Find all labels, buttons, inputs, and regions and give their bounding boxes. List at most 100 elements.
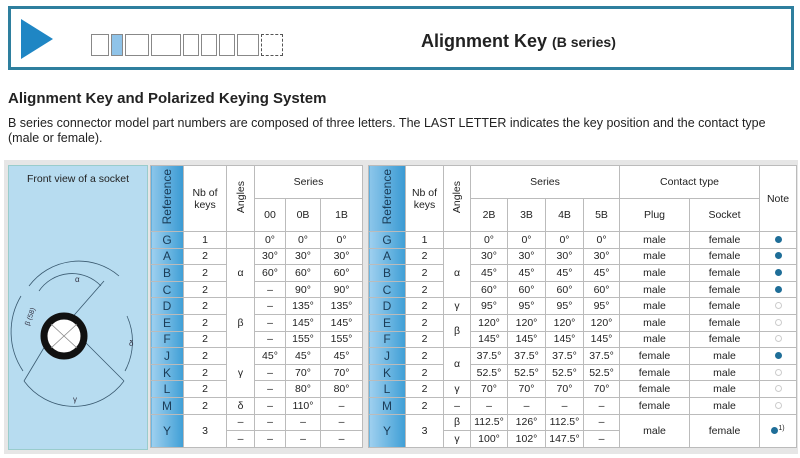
reference-cell: M (150, 396, 184, 415)
reference-cell: D (150, 297, 184, 315)
angle-value-cell: 30° (582, 247, 621, 266)
reference-cell: M (368, 396, 406, 415)
angle-value-cell: 60° (582, 280, 621, 299)
reference-cell: D (368, 297, 406, 315)
angle-value-cell: 60° (507, 280, 546, 299)
table-row: M 2 δ –110° – (150, 396, 364, 415)
angle-value-cell: 112.5° (470, 413, 508, 432)
angle-cell: α (443, 347, 471, 382)
plug-cell: female (619, 380, 691, 398)
angle-value-cell: 60° (545, 280, 584, 299)
angle-value-cell: – (254, 297, 286, 315)
plug-cell: female (619, 363, 691, 382)
angle-cell: γ (443, 380, 471, 398)
angle-value-cell: 37.5° (470, 347, 508, 365)
angle-value-cell: – (285, 413, 321, 432)
filled-dot-icon (774, 252, 782, 260)
angle-value-cell: 70° (582, 380, 621, 398)
section-description: B series connector model part numbers ar… (8, 116, 766, 145)
filled-dot-icon (771, 426, 779, 434)
reference-cell: E (150, 313, 184, 332)
note-cell (759, 347, 798, 365)
reference-cell: K (368, 363, 406, 382)
angle-value-cell: 145° (507, 330, 546, 349)
empty-dot-icon (774, 318, 782, 326)
empty-dot-icon (774, 302, 782, 310)
right-keying-table: Reference Nb of keys Angles Series Contact t… (368, 165, 798, 448)
keys-cell: 1 (405, 231, 444, 249)
angle-value-cell: 70° (507, 380, 546, 398)
socket-cell: female (689, 247, 761, 266)
angle-value-cell: 30° (545, 247, 584, 266)
diagram-title: Front view of a socket (26, 173, 130, 185)
angle-cell: β (226, 297, 255, 349)
keys-cell: 2 (183, 313, 227, 332)
keys-cell: 2 (405, 313, 444, 332)
table-row-y: Y 3– – – – (150, 413, 364, 448)
angle-value-cell: 80° (285, 380, 321, 398)
angle-value-cell: 70° (545, 380, 584, 398)
angle-value-cell: – (582, 413, 621, 432)
reference-cell: B (368, 264, 406, 282)
reference-cell: K (150, 363, 184, 382)
angle-value-cell: 70° (285, 363, 321, 382)
keys-cell: 2 (405, 347, 444, 365)
angle-value-cell: 60° (285, 264, 321, 282)
reference-cell: L (150, 380, 184, 398)
note-cell (759, 363, 798, 382)
angle-cell (226, 231, 255, 249)
table-row: F 2–155° 155° (150, 330, 364, 349)
socket-header: Socket (689, 198, 761, 232)
table-row-y: Y 3 β 112.5° 126° 112.5° – male female 1) (368, 413, 798, 448)
angle-value-cell: 102° (507, 430, 546, 448)
note-cell (759, 280, 798, 299)
angle-value-cell: 45° (285, 347, 321, 365)
angle-value-cell: 0° (254, 231, 286, 249)
socket-cell: female (689, 231, 761, 249)
plug-cell: male (619, 231, 691, 249)
keys-cell: 2 (183, 347, 227, 365)
keys-cell: 2 (183, 280, 227, 299)
angle-value-cell: – (319, 430, 364, 448)
series-col-00: 00 (254, 198, 286, 232)
angle-value-cell: 52.5° (470, 363, 508, 382)
table-row: D 2 β –135° 135° (150, 297, 364, 349)
part-number-boxes (91, 34, 285, 56)
series-col-4B: 4B (545, 198, 584, 232)
plug-cell: male (619, 247, 691, 266)
plug-cell: female (619, 347, 691, 365)
keys-cell: 2 (183, 264, 227, 282)
angle-value-cell: 90° (285, 280, 321, 299)
keys-cell: 2 (183, 380, 227, 398)
angle-value-cell: 0° (507, 231, 546, 249)
angle-value-cell: 147.5° (545, 430, 584, 448)
table-row: D 2 γ 95° 95° 95° 95° male female (368, 297, 798, 315)
angle-value-cell: 110° (285, 396, 321, 415)
angle-value-cell: 112.5° (545, 413, 584, 432)
angle-value-cell: 52.5° (545, 363, 584, 382)
socket-diagram: α β (58) γ δ (10, 260, 134, 407)
angle-value-cell: 155° (319, 330, 364, 349)
angle-value-cell: 60° (319, 264, 364, 282)
keys-cell: 2 (183, 247, 227, 266)
angle-value-cell: 95° (545, 297, 584, 315)
keys-cell: 3 (405, 413, 444, 448)
reference-cell: C (150, 280, 184, 299)
note-cell (759, 313, 798, 332)
socket-cell: male (689, 396, 761, 415)
angle-value-cell: 60° (470, 280, 508, 299)
plug-cell: male (619, 330, 691, 349)
socket-cell: female (689, 313, 761, 332)
filled-dot-icon (774, 285, 782, 293)
angle-value-cell: – (254, 363, 286, 382)
page-title: Alignment Key (B series) (421, 31, 616, 51)
table-row: J 2 α 37.5° 37.5° 37.5° 37.5° female male (368, 347, 798, 382)
reference-cell: E (368, 313, 406, 332)
angle-value-cell: 0° (545, 231, 584, 249)
plug-cell: male (619, 280, 691, 299)
angle-value-cell: – (285, 430, 321, 448)
table-row: L 2–80° 80° (150, 380, 364, 398)
angle-value-cell: 30° (319, 247, 364, 266)
angle-value-cell: 120° (470, 313, 508, 332)
table-row: M 2– – – – – female male (368, 396, 798, 415)
